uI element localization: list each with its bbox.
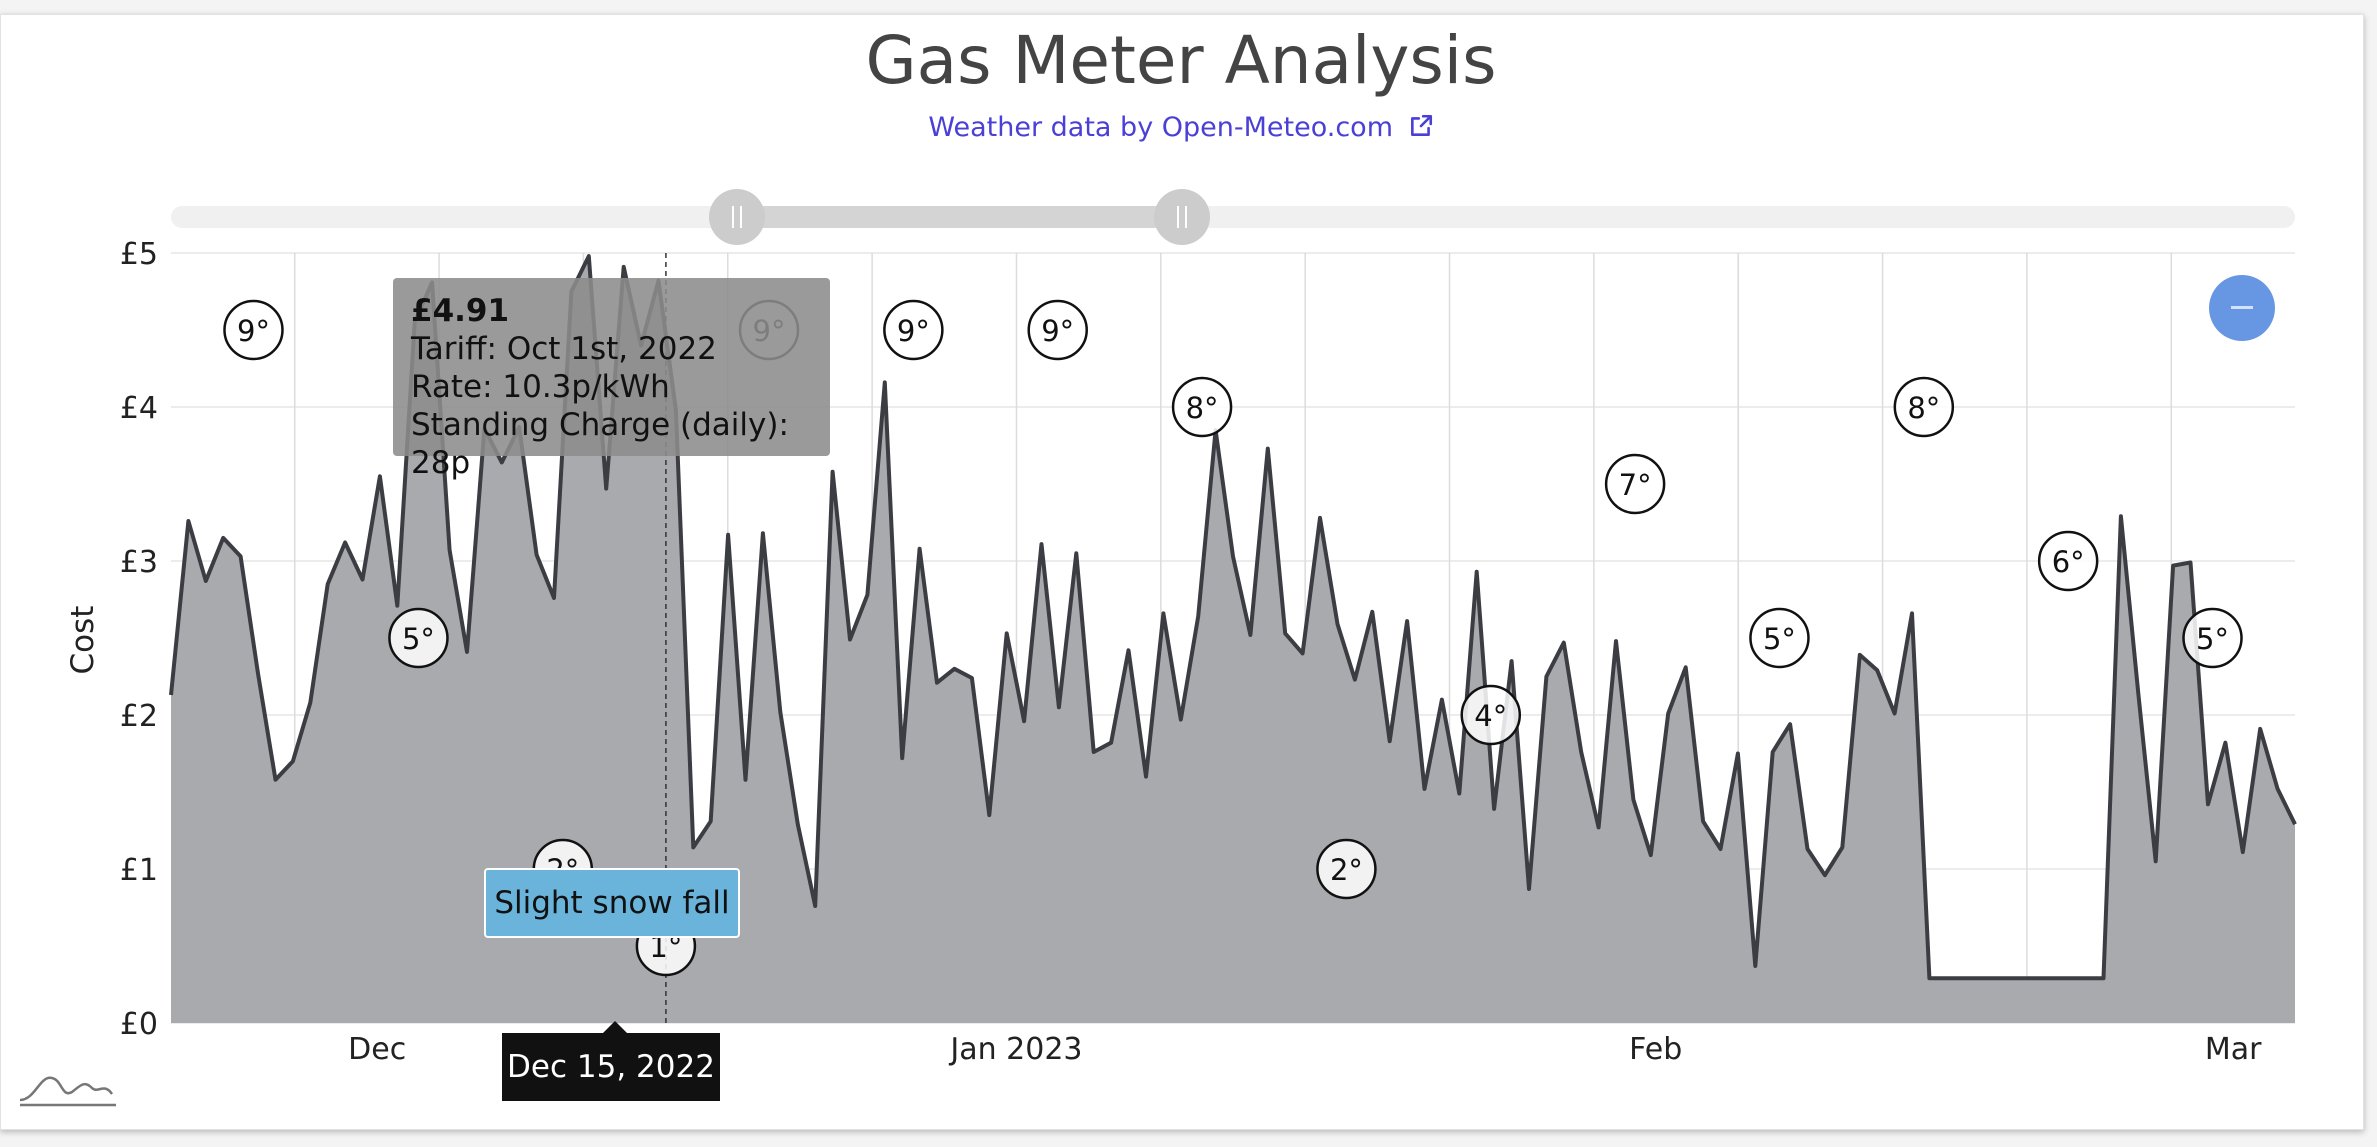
weather-marker (223, 299, 284, 361)
chart-logo-icon[interactable] (19, 1076, 116, 1107)
navigator-handle-right[interactable] (1154, 189, 1210, 245)
y-tick-label: £2 (120, 699, 158, 734)
minus-icon (2231, 306, 2253, 309)
weather-marker-temp: 9° (237, 314, 270, 348)
external-link-icon (1410, 114, 1432, 136)
weather-marker-temp: 4° (1474, 699, 1507, 733)
series-line (169, 254, 2297, 981)
weather-credit-link[interactable]: Weather data by Open-Meteo.com (0, 112, 2362, 143)
series-area (171, 256, 2295, 1024)
data-tooltip: £4.91 Tariff: Oct 1st, 2022 Rate: 10.3p/… (393, 278, 830, 481)
weather-markers: 9°5°2°1°9°9°9°8°2°4°7°5°8°6°5° (223, 299, 2243, 977)
navigator-handle-left[interactable] (709, 189, 765, 245)
floating-action-button[interactable] (2209, 275, 2275, 341)
weather-marker-temp: 9° (1041, 314, 1074, 348)
weather-marker (1027, 299, 1088, 361)
y-axis: £0 £1 £2 £3 £4 £5 (120, 237, 158, 1042)
weather-marker (1316, 838, 1377, 900)
weather-marker (1749, 607, 1810, 669)
weather-marker-temp: 6° (2052, 545, 2085, 579)
y-tick-label: £5 (120, 237, 158, 272)
weather-marker-temp: 5° (402, 622, 435, 656)
y-tick-label: £0 (120, 1007, 158, 1042)
navigator-track (171, 206, 2295, 228)
x-tick-label: Mar (2205, 1032, 2262, 1067)
weather-marker-temp: 8° (1186, 391, 1219, 425)
tooltip-price: £4.91 (411, 293, 510, 329)
y-tick-label: £1 (120, 853, 158, 888)
weather-marker-temp: 9° (897, 314, 930, 348)
weather-marker (1460, 684, 1522, 746)
tooltip-tariff: Tariff: Oct 1st, 2022 (411, 331, 717, 367)
weather-credit-text: Weather data by Open-Meteo.com (928, 112, 1394, 143)
weather-marker-temp: 7° (1619, 468, 1652, 502)
tooltip-rate: Rate: 10.3p/kWh (411, 369, 670, 405)
y-axis-title: Cost (65, 606, 101, 675)
weather-marker (1604, 453, 1666, 515)
weather-marker (2037, 530, 2099, 592)
y-tick-label: £4 (120, 391, 158, 426)
weather-marker-temp: 2° (1330, 853, 1363, 887)
x-tick-label: Jan 2023 (948, 1032, 1082, 1067)
page-title: Gas Meter Analysis (865, 22, 1497, 99)
x-tick-label: Dec (348, 1032, 406, 1067)
weather-marker-temp: 5° (2196, 622, 2229, 656)
weather-tooltip: Slight snow fall (484, 868, 740, 938)
navigator-selection[interactable] (737, 206, 1182, 228)
weather-marker (883, 299, 944, 361)
weather-marker-temp: 5° (1763, 622, 1796, 656)
weather-marker-temp: 8° (1907, 391, 1940, 425)
y-tick-label: £3 (120, 545, 158, 580)
x-tick-label: Feb (1629, 1032, 1682, 1067)
weather-marker (1893, 376, 1955, 438)
crosshair-date-label: Dec 15, 2022 (502, 1021, 720, 1101)
x-axis: Dec Jan 2023 Feb Mar (348, 1032, 2262, 1067)
tooltip-standing-charge: Standing Charge (daily): 28p (411, 407, 789, 481)
weather-marker (2182, 607, 2243, 669)
weather-marker (1171, 376, 1233, 438)
range-navigator (171, 189, 2295, 245)
weather-marker (388, 607, 449, 669)
